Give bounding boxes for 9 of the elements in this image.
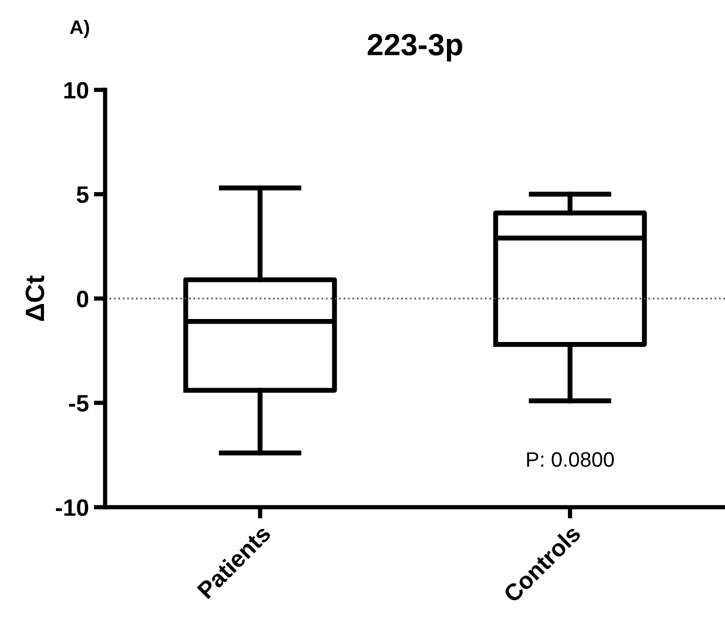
chart-title: 223-3p: [368, 34, 462, 62]
text: A): [70, 20, 90, 38]
y-axis-title: ΔCt: [26, 275, 44, 321]
y-tick-label: -5: [69, 395, 88, 412]
annotation: P: 0.0800: [527, 452, 614, 467]
y-tick-label: 5: [76, 186, 88, 203]
y-tick-label: -10: [56, 499, 88, 516]
y-tick-label: 0: [76, 290, 88, 308]
y-tick-label: 10: [64, 82, 88, 99]
